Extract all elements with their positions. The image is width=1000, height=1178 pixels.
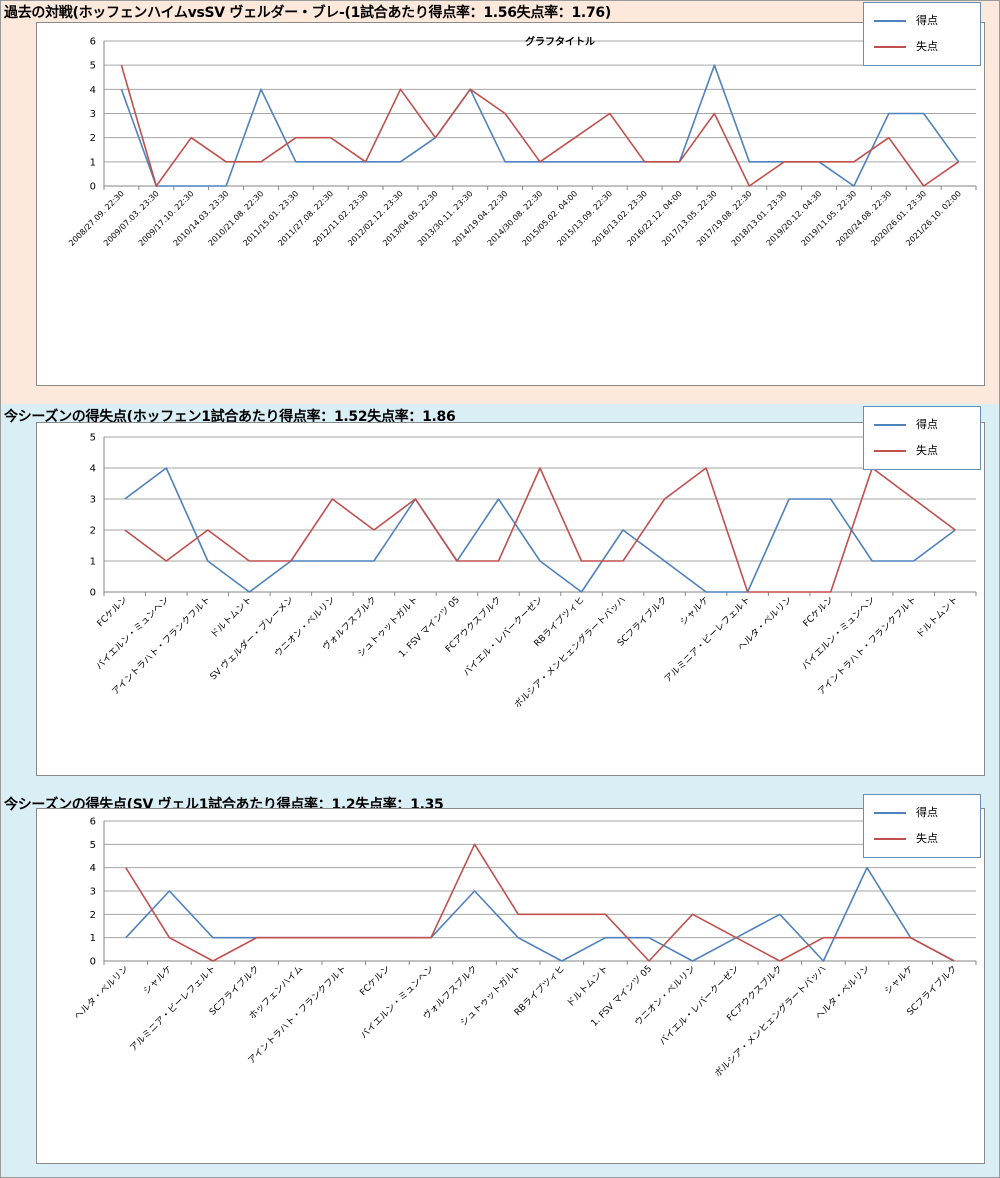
legend-keys: 得点 失点: [874, 418, 938, 457]
conceded-legend-label: 失点: [916, 832, 938, 845]
x-tick-label: アルミニア・ビーレフェルト: [662, 594, 752, 684]
x-tick-label: バイエル・レバークーゼン: [460, 594, 545, 679]
conceded-legend-label: 失点: [916, 40, 938, 53]
goals-legend-label: 得点: [916, 14, 938, 27]
x-tick-label: バイエルン・ミュンヘン: [94, 594, 172, 672]
chart-area-past-matches: [36, 22, 985, 386]
x-tick-label: FCケルン: [95, 594, 130, 629]
y-tick-label: 4: [90, 863, 96, 874]
legend-keys: 得点 失点: [874, 806, 938, 845]
y-tick-label: 2: [90, 526, 96, 537]
x-tick-label: シャルケ: [882, 963, 915, 996]
y-tick-label: 5: [90, 61, 96, 72]
y-tick-label: 4: [90, 85, 96, 96]
x-tick-label: アルミニア・ビーレフェルト: [128, 963, 218, 1053]
y-tick-label: 5: [90, 433, 96, 444]
x-tick-label: シャルケ: [678, 594, 711, 627]
x-tick-label: バイエルン・ミュンヘン: [359, 963, 437, 1041]
section-title-past-matches: 過去の対戦(ホッフェンハイムvsSV ヴェルダー・ブレ-(1試合あたり得点率：1…: [4, 5, 611, 21]
x-tick-label: ヘルタ・ベルリン: [72, 963, 131, 1022]
y-tick-label: 0: [90, 957, 96, 968]
y-tick-label: 6: [90, 37, 96, 48]
conceded-series-line: [125, 843, 955, 962]
y-tick-label: 0: [90, 182, 96, 193]
conceded-series-line: [124, 467, 956, 593]
x-tick-label: ドルトムント: [208, 594, 254, 640]
conceded-legend-label: 失点: [916, 444, 938, 457]
x-tick-label: FCケルン: [358, 963, 393, 998]
goals-legend-label: 得点: [916, 806, 938, 819]
section-past-matches: 過去の対戦(ホッフェンハイムvsSV ヴェルダー・ブレ-(1試合あたり得点率：1…: [0, 0, 1000, 404]
section-title-hoffenheim-season: 今シーズンの得失点(ホッフェン1試合あたり得点率：1.52失点率：1.86: [4, 409, 456, 425]
section-hoffenheim-season: 今シーズンの得失点(ホッフェン1試合あたり得点率：1.52失点率：1.86 0 1…: [0, 404, 1000, 792]
y-tick-label: 2: [90, 910, 96, 921]
y-tick-label: 1: [90, 933, 96, 944]
y-tick-label: 3: [90, 887, 96, 898]
legend-past-matches: 得点 失点: [863, 2, 981, 66]
y-tick-label: 3: [90, 109, 96, 120]
x-tick-label: シャルケ: [141, 963, 174, 996]
y-tick-label: 5: [90, 840, 96, 851]
conceded-series-line: [120, 64, 960, 187]
y-tick-label: 6: [90, 817, 96, 828]
legend-keys: 得点 失点: [874, 14, 938, 53]
chart-area-hoffenheim-season: [36, 422, 985, 776]
x-tick-label: FCケルン: [801, 594, 836, 629]
x-tick-label: バイエルン・ミュンヘン: [800, 594, 878, 672]
legend-hoffenheim-season: 得点 失点: [863, 406, 981, 470]
legend-werder-season: 得点 失点: [863, 794, 981, 858]
y-tick-label: 2: [90, 133, 96, 144]
x-tick-label: バイエル・レバークーゼン: [657, 963, 742, 1048]
x-tick-label: ドルトムント: [914, 594, 960, 640]
x-tick-label: ドルトムント: [565, 963, 611, 1009]
line-chart-hoffenheim-season: 012345FCケルンバイエルン・ミュンヘンアイントラハト・フランクフルトドルト…: [90, 433, 977, 710]
y-tick-label: 1: [90, 557, 96, 568]
y-tick-label: 3: [90, 495, 96, 506]
y-tick-label: 0: [90, 588, 96, 599]
chart-title: グラフタイトル: [525, 35, 595, 48]
goals-series-line: [124, 467, 956, 593]
goals-legend-label: 得点: [916, 418, 938, 431]
y-tick-label: 4: [90, 464, 96, 475]
x-tick-label: SV ヴェルダー・ブレーメン: [207, 594, 296, 683]
goals-series-line: [120, 64, 960, 187]
y-tick-label: 1: [90, 157, 96, 168]
